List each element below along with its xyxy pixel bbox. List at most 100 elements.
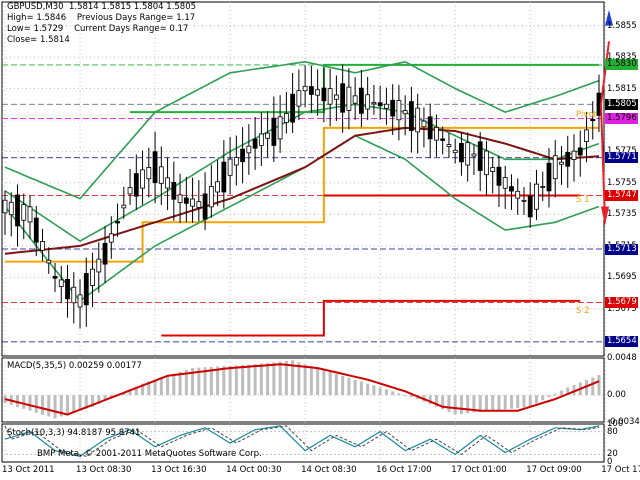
macd-tick-label: 0.00: [607, 390, 626, 401]
macd-histogram-bar: [347, 377, 351, 396]
time-tick-label: 17 Oct 09:00: [526, 465, 582, 475]
candle-body: [8, 201, 14, 216]
macd-histogram-bar: [459, 395, 463, 414]
macd-histogram-bar: [247, 364, 251, 396]
macd-histogram-bar: [447, 395, 451, 412]
candle-body: [296, 90, 302, 107]
symbol-info: GBPUSD,M30 1.5814 1.5815 1.5804 1.5805: [7, 2, 197, 12]
candle-body: [171, 181, 177, 200]
price-tick-label: 1.5775: [607, 146, 637, 156]
macd-histogram-bar: [172, 373, 176, 396]
candle-body: [271, 117, 277, 146]
candle-body: [546, 162, 552, 192]
time-tick-label: 16 Oct 17:00: [376, 465, 432, 475]
macd-histogram-bar: [572, 384, 576, 396]
candle-body: [321, 87, 327, 102]
candle-body: [559, 161, 564, 165]
price-level-badge: 1.5713: [605, 243, 638, 255]
candle-body: [183, 197, 189, 204]
bollinger-middle-line: [4, 103, 600, 243]
macd-histogram-bar: [491, 395, 495, 411]
macd-histogram-bar: [534, 395, 538, 404]
price-level-badge: 1.5679: [605, 297, 638, 308]
macd-histogram-bar: [384, 389, 388, 396]
candle-body: [540, 186, 546, 188]
macd-histogram-bar: [128, 389, 132, 396]
macd-histogram-bar: [497, 395, 501, 411]
candle-body: [421, 120, 427, 128]
macd-histogram-bar: [391, 391, 395, 396]
candle-body: [52, 276, 58, 279]
macd-histogram-bar: [409, 395, 413, 398]
macd-histogram-bar: [597, 375, 601, 396]
macd-histogram-bar: [203, 367, 207, 396]
macd-histogram-bar: [284, 360, 288, 396]
s2-label: S 2: [576, 306, 590, 316]
candle-body: [152, 151, 158, 184]
macd-histogram-bar: [466, 395, 470, 414]
macd-histogram-bar: [478, 395, 482, 412]
macd-histogram-bar: [541, 395, 545, 401]
pivot-label: Pivot: [576, 110, 597, 120]
candle-body: [521, 199, 527, 202]
candle-body: [208, 186, 214, 208]
candle-body: [409, 101, 414, 131]
candle-body: [133, 173, 139, 197]
candle-body: [490, 167, 496, 172]
macd-histogram-bar: [509, 395, 513, 409]
macd-histogram-bar: [341, 375, 345, 396]
time-tick-label: 14 Oct 08:30: [301, 465, 357, 475]
stoch-tick-label: 0: [607, 457, 613, 467]
macd-histogram-bar: [41, 395, 45, 415]
macd-histogram-bar: [547, 395, 551, 398]
candle-body: [459, 142, 464, 163]
candle-body: [340, 83, 346, 113]
macd-histogram-bar: [78, 395, 82, 411]
candle-body: [365, 94, 371, 110]
macd-histogram-bar: [328, 371, 332, 396]
macd-histogram-bar: [216, 366, 220, 396]
candle-body: [315, 89, 321, 96]
candle-body: [146, 167, 152, 180]
candle-body: [446, 144, 452, 147]
candle-body: [402, 110, 408, 115]
candle-body: [246, 145, 252, 154]
candle-body: [371, 101, 377, 105]
candle-body: [577, 147, 583, 156]
macd-histogram-bar: [309, 366, 313, 396]
macd-histogram-bar: [159, 377, 163, 396]
candle-body: [440, 138, 446, 141]
macd-histogram-bar: [316, 368, 320, 396]
candle-body: [484, 150, 489, 176]
stoch-pane: [1, 423, 605, 463]
macd-histogram-bar: [272, 362, 276, 396]
moving-average-line: [4, 126, 600, 255]
macd-histogram-bar: [584, 380, 588, 396]
candle-body: [158, 166, 164, 184]
macd-histogram-bar: [91, 395, 95, 407]
candle-body: [502, 177, 508, 189]
candle-body: [327, 88, 333, 105]
time-tick-label: 13 Oct 2011: [2, 465, 55, 475]
macd-histogram-bar: [222, 366, 226, 396]
macd-histogram-bar: [553, 393, 557, 396]
macd-histogram-bar: [34, 395, 38, 413]
candle-body: [190, 198, 195, 207]
macd-histogram-bar: [441, 395, 445, 410]
candle-body: [308, 86, 314, 95]
candle-body: [240, 148, 246, 163]
stoch-main-line: [4, 425, 600, 457]
candle-body: [233, 157, 239, 166]
candle-body: [177, 194, 183, 203]
macd-histogram-bar: [378, 387, 382, 396]
candle-body: [352, 95, 358, 104]
macd-histogram-bar: [153, 379, 157, 396]
candle-body: [33, 217, 39, 243]
macd-pane: [1, 357, 605, 423]
macd-histogram-bar: [322, 370, 326, 396]
macd-histogram-bar: [3, 395, 7, 403]
candle-body: [15, 194, 20, 227]
candle-body: [584, 129, 589, 142]
macd-histogram-bar: [47, 395, 51, 417]
